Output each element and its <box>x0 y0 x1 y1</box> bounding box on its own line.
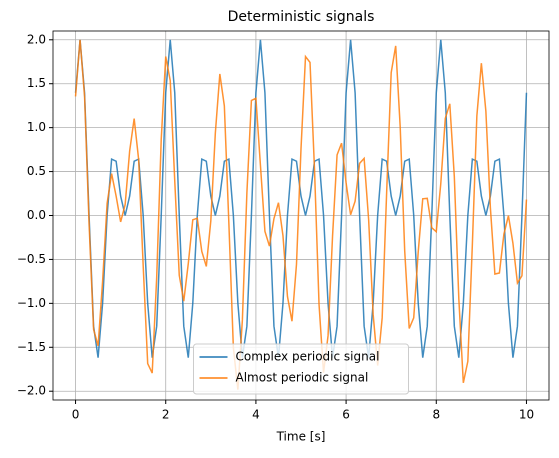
y-tick-label: −2.0 <box>17 384 46 398</box>
legend-label: Complex periodic signal <box>236 350 380 364</box>
y-tick-label: 0.0 <box>27 208 46 222</box>
x-tick-label: 8 <box>432 408 440 422</box>
legend-box <box>193 343 409 395</box>
chart-title: Deterministic signals <box>228 9 375 25</box>
y-tick-label: 0.5 <box>27 164 46 178</box>
legend-label: Almost periodic signal <box>236 371 369 385</box>
x-tick-label: 0 <box>72 408 80 422</box>
line-series <box>74 39 528 390</box>
y-tick-label: 1.5 <box>27 76 46 90</box>
y-tick-label: −1.0 <box>17 296 46 310</box>
y-tick-label: 1.0 <box>27 120 46 134</box>
plot-frame <box>52 30 550 401</box>
x-tick-label: 6 <box>342 408 350 422</box>
line-series <box>74 39 528 358</box>
y-tick-label: −1.5 <box>17 340 46 354</box>
x-tick-label: 4 <box>252 408 260 422</box>
x-axis-label: Time [s] <box>276 430 326 444</box>
y-tick-label: −0.5 <box>17 252 46 266</box>
x-tick-label: 10 <box>519 408 534 422</box>
legend: Complex periodic signal Almost periodic s… <box>193 343 409 395</box>
x-tick-label: 2 <box>162 408 170 422</box>
y-tick-label: 2.0 <box>27 32 46 46</box>
